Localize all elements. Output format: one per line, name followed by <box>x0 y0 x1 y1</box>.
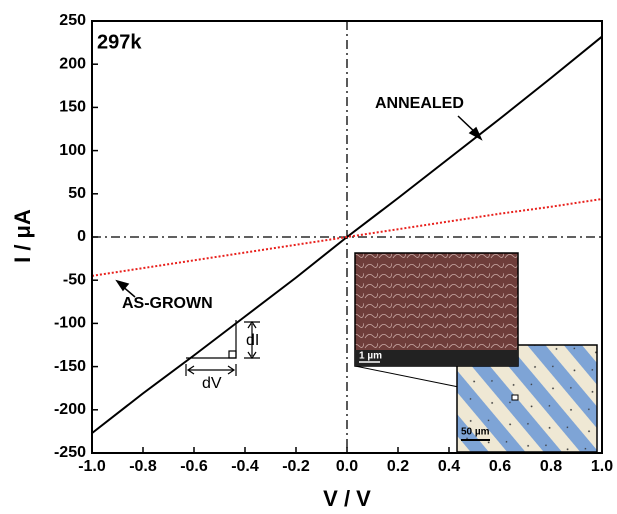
plot-frame <box>91 20 603 454</box>
y-tick-label: -250 <box>54 444 86 461</box>
annotation: dI <box>246 332 259 349</box>
x-tick-label: -0.6 <box>180 458 208 475</box>
x-tick-label: 0.2 <box>387 458 409 475</box>
axes: -1.0 -0.8 -0.6 -0.4 -0.2 0.0 0.2 0.4 0.6 0.8 1.0 -2… <box>54 12 613 475</box>
y-tick-label: -100 <box>54 315 86 332</box>
scale-label: 1 µm <box>359 351 382 362</box>
x-tick-label: -0.2 <box>282 458 310 475</box>
y-axis-label: I / μA <box>10 209 35 263</box>
x-tick-label: 1.0 <box>591 458 613 475</box>
y-tick-label: -150 <box>54 358 86 375</box>
slope-triangle <box>185 320 260 376</box>
x-tick-label: -0.4 <box>231 458 259 475</box>
y-tick-label: 250 <box>59 12 86 29</box>
x-tick-label: -0.8 <box>129 458 157 475</box>
scale-label: 50 µm <box>461 427 490 438</box>
x-tick-label: 0.8 <box>540 458 562 475</box>
x-tick-label: 0.6 <box>489 458 511 475</box>
arrows <box>115 115 483 298</box>
series-line <box>91 197 603 277</box>
x-tick-label: 0.0 <box>336 458 358 475</box>
y-tick-label: -50 <box>63 271 86 288</box>
y-tick-label: -200 <box>54 401 86 418</box>
series-label: AS-GROWN <box>122 295 213 312</box>
x-axis-label: V / V <box>323 486 371 509</box>
annotation: 297k <box>97 31 142 53</box>
x-tick-label: 0.4 <box>438 458 460 475</box>
annotation: dV <box>202 375 222 392</box>
y-tick-label: 200 <box>59 55 86 72</box>
y-tick-label: 0 <box>77 228 86 245</box>
y-tick-label: 50 <box>68 185 86 202</box>
y-tick-label: 150 <box>59 99 86 116</box>
x-tick-label: -1.0 <box>78 458 106 475</box>
y-tick-label: 100 <box>59 142 86 159</box>
inset-images <box>354 252 598 453</box>
series-label: ANNEALED <box>375 95 464 112</box>
